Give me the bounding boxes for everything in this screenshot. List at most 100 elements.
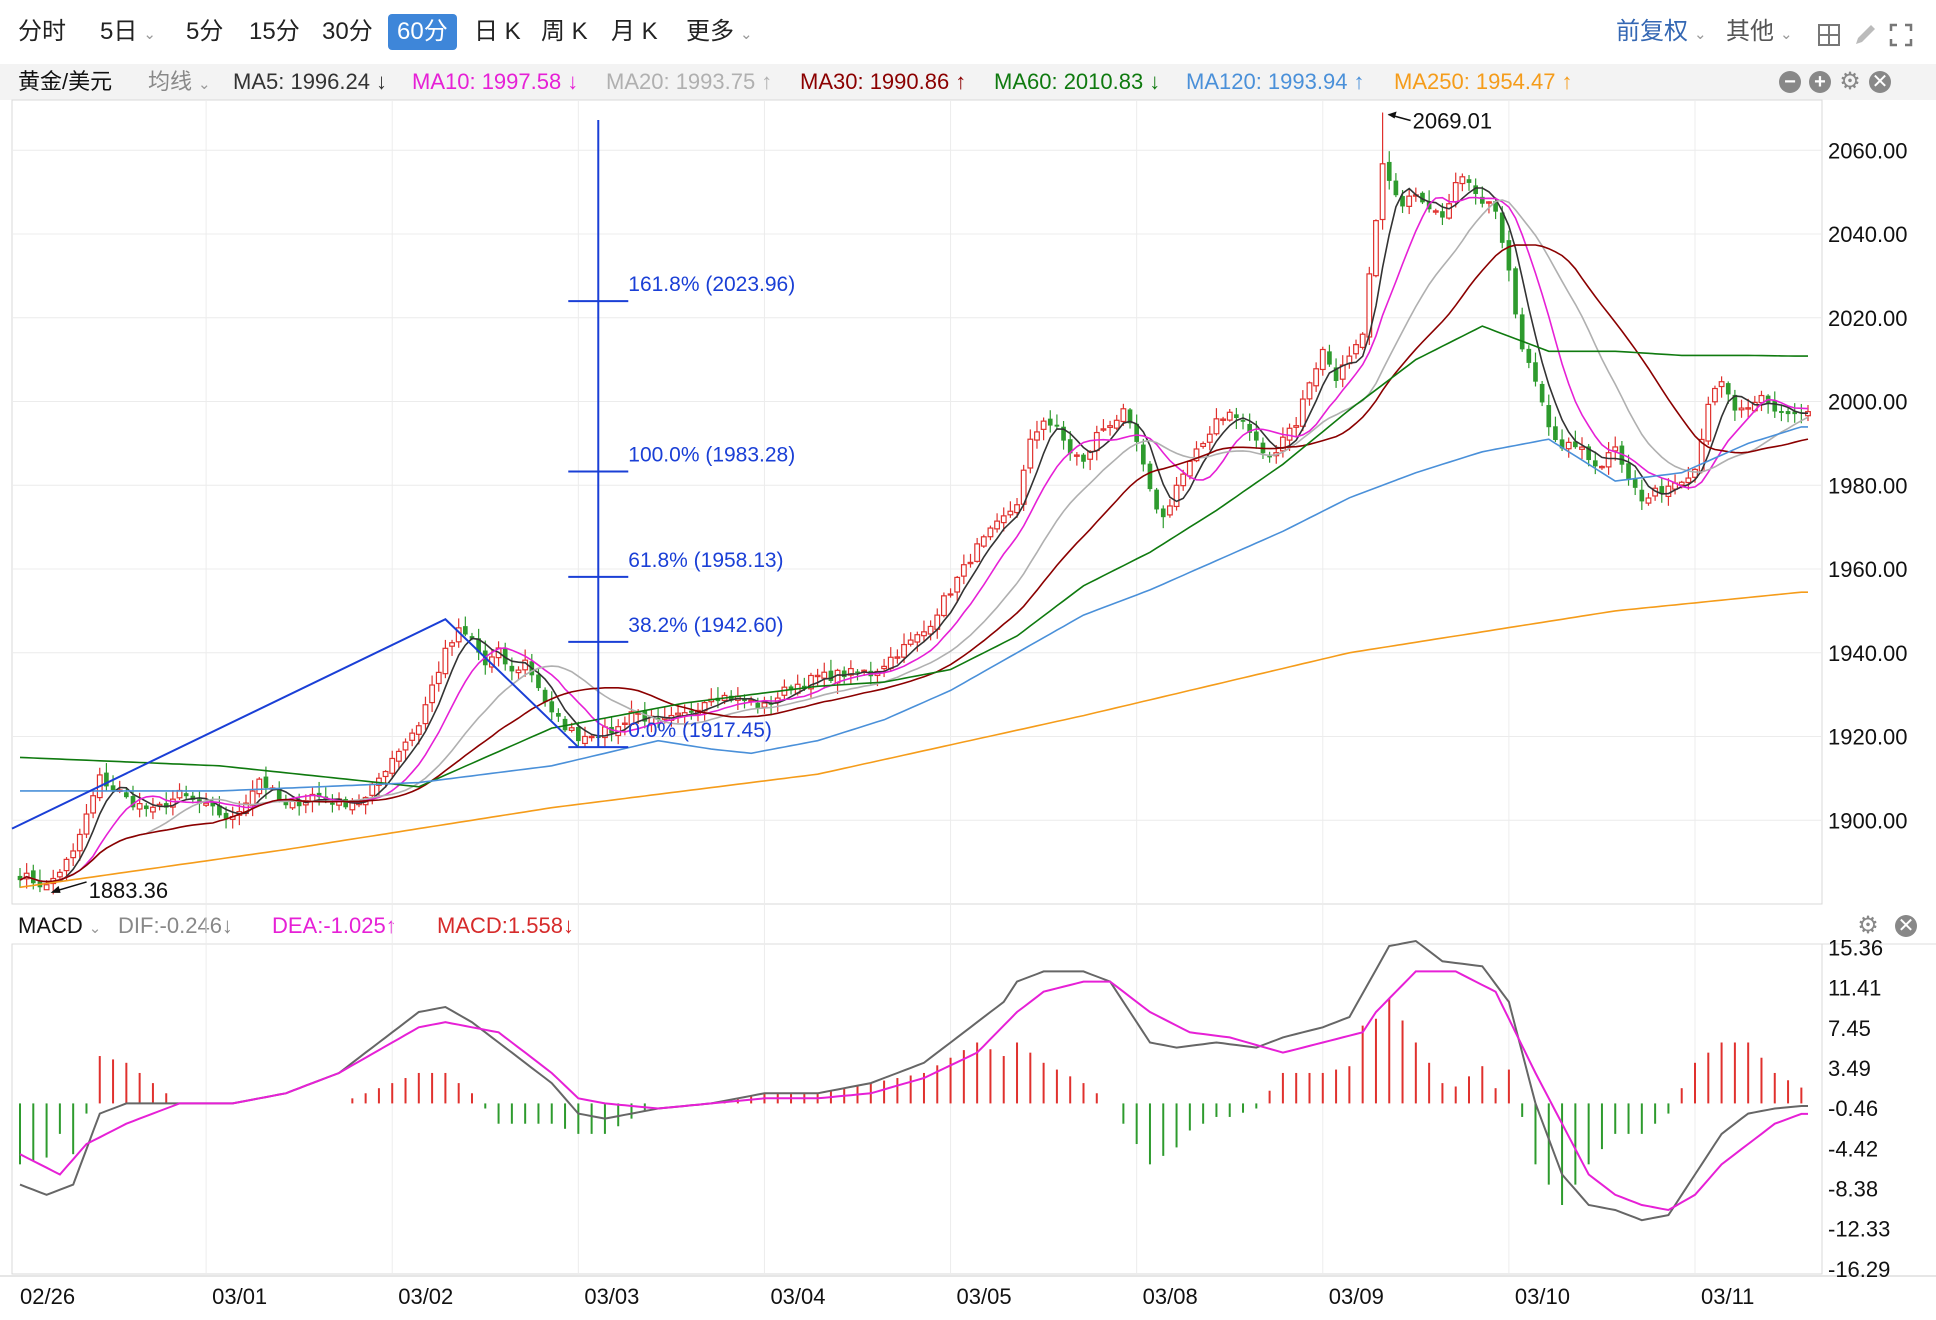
ma-value: MA30: 1990.86 — [800, 69, 950, 94]
candle — [562, 716, 568, 733]
ma-arrow: ↓ — [375, 69, 387, 94]
candle — [1493, 197, 1498, 220]
candle — [1659, 477, 1665, 503]
candle — [695, 702, 701, 722]
settings-icon[interactable]: ⚙ — [1839, 68, 1861, 95]
candle — [874, 668, 881, 687]
candle — [502, 642, 508, 671]
candle — [994, 513, 1001, 533]
adjust-label: 前复权 — [1616, 18, 1688, 45]
macd-tick-label: 11.41 — [1828, 976, 1881, 1001]
macd-tick-label: -16.29 — [1828, 1257, 1890, 1282]
ma-arrow: ↑ — [1353, 69, 1365, 94]
candle — [269, 785, 276, 791]
price-tick-label: 1920.00 — [1828, 725, 1908, 750]
candle — [1186, 460, 1193, 480]
candle — [356, 794, 362, 808]
candle — [1014, 497, 1020, 518]
candle — [1253, 420, 1259, 449]
moving-averages — [19, 187, 1809, 889]
candle — [960, 554, 967, 585]
chevron-down-icon: ⌄ — [740, 26, 753, 43]
candle — [143, 803, 149, 817]
candle — [309, 787, 316, 813]
candle — [1599, 465, 1605, 470]
candle — [509, 657, 515, 681]
candle — [1087, 450, 1094, 471]
plus-icon[interactable]: + — [1809, 71, 1831, 93]
candle — [1240, 413, 1246, 430]
candle — [482, 640, 488, 675]
candle — [1672, 474, 1678, 495]
candle — [1432, 208, 1439, 215]
candle — [217, 796, 222, 818]
trend-line[interactable] — [11, 618, 580, 830]
candle — [442, 639, 449, 679]
date-tick-label: 03/11 — [1701, 1284, 1754, 1309]
candle — [515, 666, 522, 681]
candle — [229, 806, 236, 829]
tab-7[interactable]: 日 K — [474, 14, 521, 50]
ma-value: MA5: 1996.24 — [233, 69, 370, 94]
candle — [37, 869, 43, 893]
other-select[interactable]: 其他 ⌄ — [1726, 14, 1793, 50]
tab-8[interactable]: 周 K — [541, 14, 588, 50]
candle — [263, 766, 269, 799]
tab-label: 5日 — [100, 18, 138, 45]
macd-indicator-select[interactable]: MACD ⌄ — [18, 908, 101, 944]
candle — [1127, 408, 1133, 429]
candle — [1605, 442, 1612, 475]
close-icon[interactable]: ✕ — [1895, 915, 1917, 937]
close-icon[interactable]: ✕ — [1869, 71, 1891, 93]
tab-6[interactable]: 60分 — [388, 14, 457, 50]
candle — [568, 722, 575, 733]
candle — [1267, 451, 1272, 463]
grid — [12, 100, 1822, 1274]
candle — [1120, 403, 1127, 426]
candle — [1107, 420, 1114, 436]
draw-pen-icon[interactable] — [1852, 22, 1878, 48]
candle — [362, 796, 369, 815]
candle — [395, 748, 402, 771]
candle — [1612, 436, 1619, 461]
tab-4[interactable]: 15分 — [249, 14, 300, 50]
fullscreen-icon[interactable] — [1888, 22, 1914, 48]
candle — [1685, 466, 1692, 490]
candle — [881, 658, 888, 678]
ma-line-ma30 — [19, 244, 1809, 883]
candle — [1339, 355, 1346, 388]
candle — [1559, 429, 1565, 451]
candle — [243, 794, 249, 817]
tab-1[interactable]: 分时 — [18, 14, 66, 50]
tab-5[interactable]: 30分 — [322, 14, 373, 50]
ma-legend-ma30: MA30: 1990.86 ↑ — [800, 64, 966, 100]
macd-dif: DIF:-0.246↓ — [118, 913, 233, 938]
candle — [1366, 266, 1373, 346]
tab-10[interactable]: 更多 ⌄ — [686, 14, 753, 50]
indicator-select[interactable]: 均线 ⌄ — [148, 64, 211, 100]
candle — [1247, 413, 1252, 441]
settings-icon[interactable]: ⚙ — [1857, 912, 1879, 939]
candle — [761, 696, 768, 714]
minus-icon[interactable]: − — [1779, 71, 1801, 93]
candle — [934, 608, 941, 639]
date-tick-label: 03/09 — [1329, 1284, 1384, 1309]
tab-3[interactable]: 5分 — [186, 14, 223, 50]
candle — [330, 794, 335, 813]
tab-2[interactable]: 5日 ⌄ — [100, 14, 156, 50]
candle — [536, 667, 541, 691]
grid-icon[interactable] — [1816, 22, 1842, 48]
candle — [668, 706, 675, 727]
candle — [1573, 430, 1578, 449]
fibonacci-tool[interactable]: 161.8% (2023.96) 100.0% (1983.28) 61.8% (1… — [568, 120, 795, 749]
candle — [847, 660, 854, 685]
candle — [1313, 362, 1320, 392]
adjust-select[interactable]: 前复权 ⌄ — [1616, 14, 1707, 50]
tab-9[interactable]: 月 K — [611, 14, 658, 50]
macd-tick-label: -4.42 — [1828, 1136, 1878, 1161]
date-tick-label: 03/01 — [212, 1284, 267, 1309]
candle — [549, 691, 555, 721]
price-tick-label: 1960.00 — [1828, 557, 1908, 582]
candle — [1206, 426, 1213, 451]
